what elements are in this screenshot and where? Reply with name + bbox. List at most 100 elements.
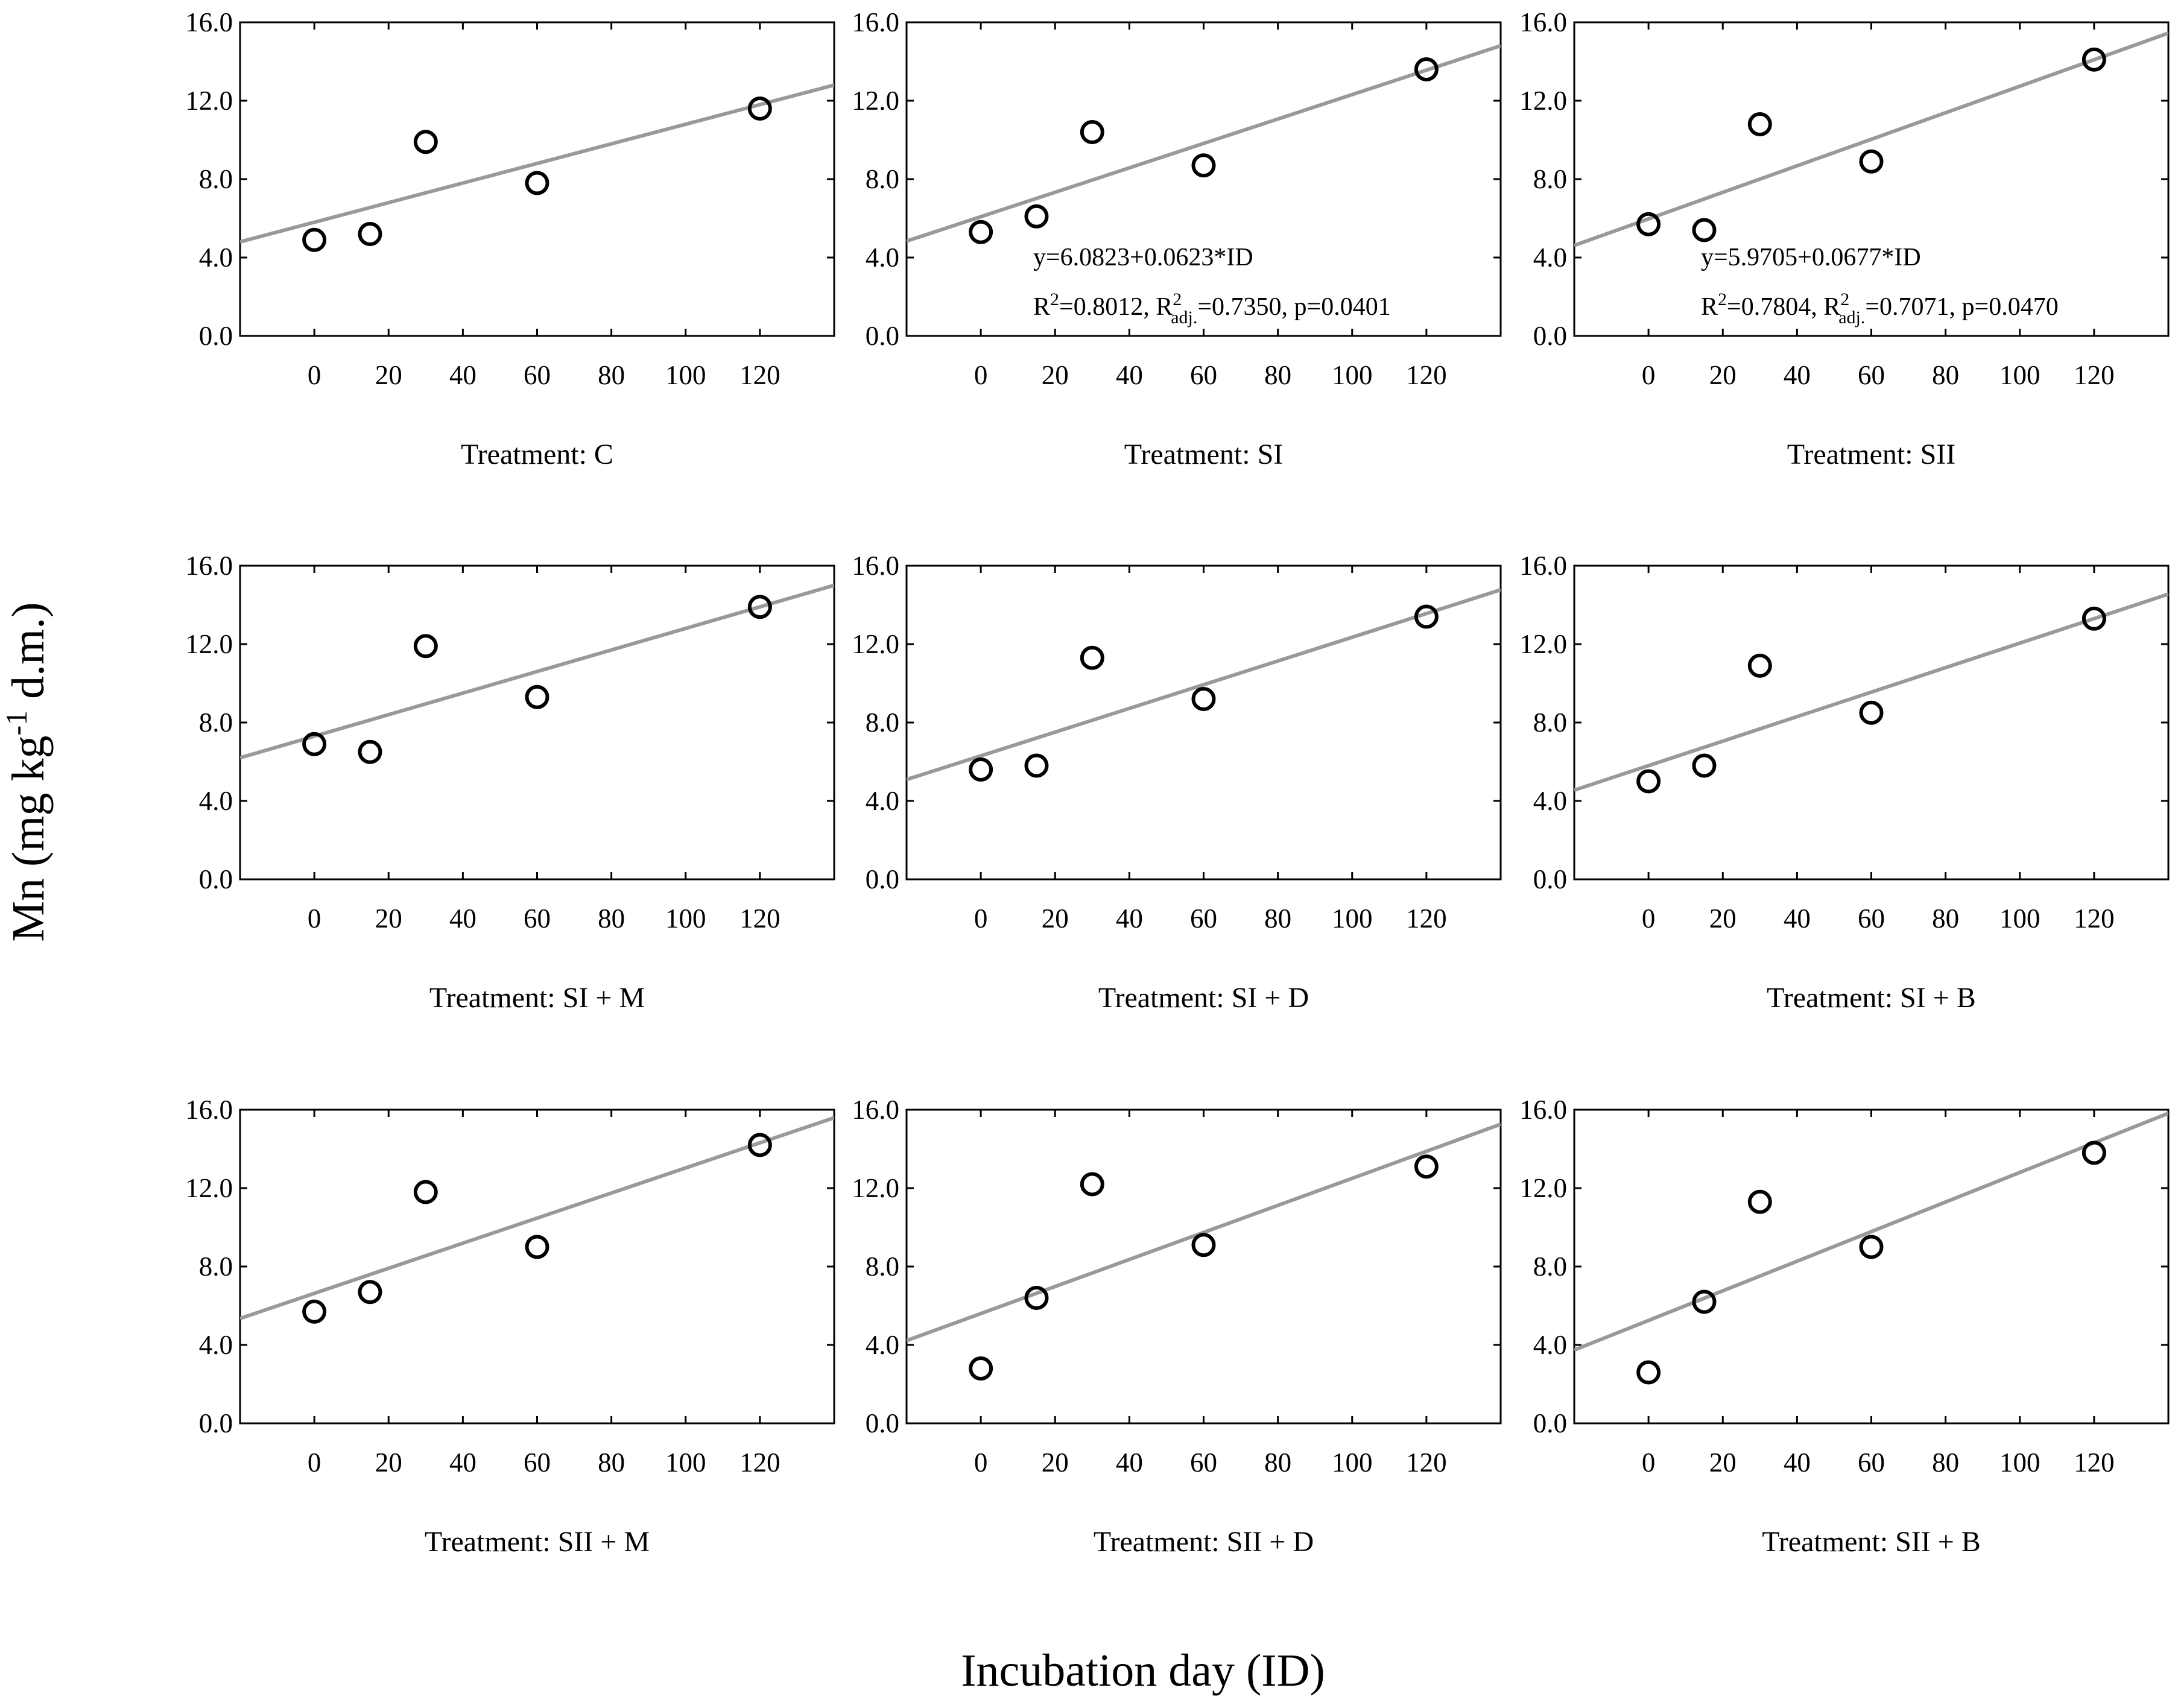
data-point bbox=[1080, 120, 1104, 144]
stats-r2-sup: 2 bbox=[1718, 289, 1727, 309]
y-tick-label: 16.0 bbox=[1519, 1095, 1567, 1125]
x-tick-label: 80 bbox=[1264, 1447, 1291, 1478]
y-tick-label: 0.0 bbox=[1533, 1408, 1567, 1438]
y-tick-label: 8.0 bbox=[866, 164, 899, 194]
panel-title: Treatment: SI + D bbox=[1098, 982, 1309, 1014]
x-tick-label: 100 bbox=[665, 1447, 706, 1478]
fit-line bbox=[240, 1116, 834, 1320]
data-point bbox=[1191, 1233, 1216, 1257]
x-tick-label: 120 bbox=[2074, 903, 2115, 934]
fit-line bbox=[907, 44, 1501, 243]
x-tick-label: 0 bbox=[308, 360, 321, 390]
x-tick-label: 0 bbox=[308, 903, 321, 934]
panel-7: 0.0 4.0 8.0 12.0 16.0 0 20 40 60 80 100 120 Treatmen… bbox=[185, 1095, 835, 1558]
y-tick-label: 0.0 bbox=[199, 1408, 233, 1438]
data-point bbox=[1859, 149, 1884, 174]
regression-stats: R2=0.8012, R2 adj.=0.7350, p=0.0401 bbox=[1033, 289, 1391, 327]
data-point bbox=[358, 222, 382, 246]
x-tick-label: 120 bbox=[2074, 360, 2115, 390]
data-point bbox=[1414, 604, 1439, 629]
y-tick-label: 4.0 bbox=[1533, 242, 1567, 273]
y-tick-label: 16.0 bbox=[852, 7, 899, 37]
x-tick-label: 100 bbox=[1332, 360, 1373, 390]
y-axis-title-main: Mn (mg kg bbox=[3, 736, 54, 942]
plot-frame bbox=[905, 21, 1502, 337]
x-tick-label: 60 bbox=[524, 1447, 551, 1478]
y-tick-label: 4.0 bbox=[199, 242, 233, 273]
x-tick-label: 0 bbox=[308, 1447, 321, 1478]
data-point bbox=[747, 1133, 772, 1157]
panel-title: Treatment: SII + B bbox=[1762, 1526, 1981, 1558]
x-tick-label: 40 bbox=[1116, 1447, 1143, 1478]
x-tick-label: 80 bbox=[1932, 903, 1959, 934]
data-point bbox=[1191, 687, 1216, 711]
y-tick-label: 12.0 bbox=[1519, 86, 1567, 116]
panel-4: 0.0 4.0 8.0 12.0 16.0 0 20 40 60 80 100 120 Treatmen… bbox=[185, 551, 835, 1014]
data-point bbox=[525, 685, 549, 709]
y-tick-label: 4.0 bbox=[1533, 786, 1567, 816]
stats-adj-sup: 2 bbox=[1840, 289, 1849, 309]
x-tick-label: 100 bbox=[1332, 903, 1373, 934]
x-tick-label: 80 bbox=[598, 1447, 625, 1478]
y-tick-label: 12.0 bbox=[1519, 629, 1567, 659]
x-tick-label: 80 bbox=[1264, 360, 1291, 390]
x-tick-label: 40 bbox=[1784, 1447, 1811, 1478]
y-tick-label: 12.0 bbox=[185, 629, 233, 659]
data-point bbox=[1747, 653, 1772, 678]
panel-1: 0.0 4.0 8.0 12.0 16.0 0 20 40 60 80 100 120 Treatmen… bbox=[185, 7, 835, 470]
y-tick-label: 12.0 bbox=[852, 629, 899, 659]
y-tick-label: 0.0 bbox=[1533, 321, 1567, 351]
y-tick-label: 16.0 bbox=[1519, 7, 1567, 37]
x-tick-label: 0 bbox=[1642, 903, 1656, 934]
data-point bbox=[1080, 1172, 1104, 1197]
y-tick-label: 8.0 bbox=[199, 1251, 233, 1282]
panel-title: Treatment: SI + B bbox=[1767, 982, 1976, 1014]
fit-line bbox=[907, 588, 1501, 782]
x-tick-label: 20 bbox=[375, 1447, 402, 1478]
y-tick-label: 0.0 bbox=[1533, 864, 1567, 894]
x-tick-label: 120 bbox=[739, 360, 780, 390]
data-point bbox=[413, 1180, 438, 1204]
stats-r2-prefix: R bbox=[1701, 293, 1718, 321]
y-axis-title-sup: -1 bbox=[0, 710, 33, 736]
data-point bbox=[747, 595, 772, 619]
data-point bbox=[302, 732, 327, 756]
data-point bbox=[358, 1280, 382, 1305]
x-tick-label: 20 bbox=[375, 360, 402, 390]
y-tick-label: 16.0 bbox=[852, 551, 899, 581]
x-tick-label: 60 bbox=[1190, 360, 1217, 390]
data-point bbox=[1024, 1286, 1049, 1310]
regression-equation: y=5.9705+0.0677*ID bbox=[1701, 244, 1921, 271]
x-tick-label: 60 bbox=[1858, 903, 1885, 934]
x-tick-label: 80 bbox=[1932, 360, 1959, 390]
x-tick-label: 120 bbox=[1406, 360, 1447, 390]
data-point bbox=[1414, 1154, 1439, 1179]
x-tick-label: 20 bbox=[375, 903, 402, 934]
x-tick-label: 60 bbox=[524, 903, 551, 934]
fit-line bbox=[1574, 31, 2168, 247]
panel-8: 0.0 4.0 8.0 12.0 16.0 0 20 40 60 80 100 120 Treatmen… bbox=[852, 1095, 1502, 1558]
data-point bbox=[1692, 753, 1717, 778]
panel-title: Treatment: SI + M bbox=[429, 982, 645, 1014]
panel-3: 0.0 4.0 8.0 12.0 16.0 0 20 40 60 80 100 120 y=5.9705… bbox=[1519, 7, 2170, 470]
x-tick-label: 60 bbox=[524, 360, 551, 390]
x-tick-label: 20 bbox=[1709, 360, 1737, 390]
data-point bbox=[1692, 218, 1717, 242]
data-point bbox=[1859, 700, 1884, 725]
regression-equation: y=6.0823+0.0623*ID bbox=[1033, 244, 1253, 271]
x-tick-label: 20 bbox=[1042, 903, 1069, 934]
y-tick-label: 8.0 bbox=[1533, 707, 1567, 738]
x-tick-label: 0 bbox=[974, 903, 988, 934]
x-tick-label: 20 bbox=[1042, 1447, 1069, 1478]
data-point bbox=[969, 758, 993, 782]
y-tick-label: 16.0 bbox=[185, 1095, 233, 1125]
fit-line bbox=[1574, 592, 2168, 792]
data-point bbox=[358, 739, 382, 764]
y-tick-label: 4.0 bbox=[1533, 1330, 1567, 1360]
data-point bbox=[413, 634, 438, 659]
x-tick-label: 80 bbox=[1264, 903, 1291, 934]
data-point bbox=[1414, 57, 1439, 81]
y-tick-label: 12.0 bbox=[1519, 1173, 1567, 1203]
stats-r2-sup: 2 bbox=[1050, 289, 1059, 309]
data-point bbox=[525, 171, 549, 195]
